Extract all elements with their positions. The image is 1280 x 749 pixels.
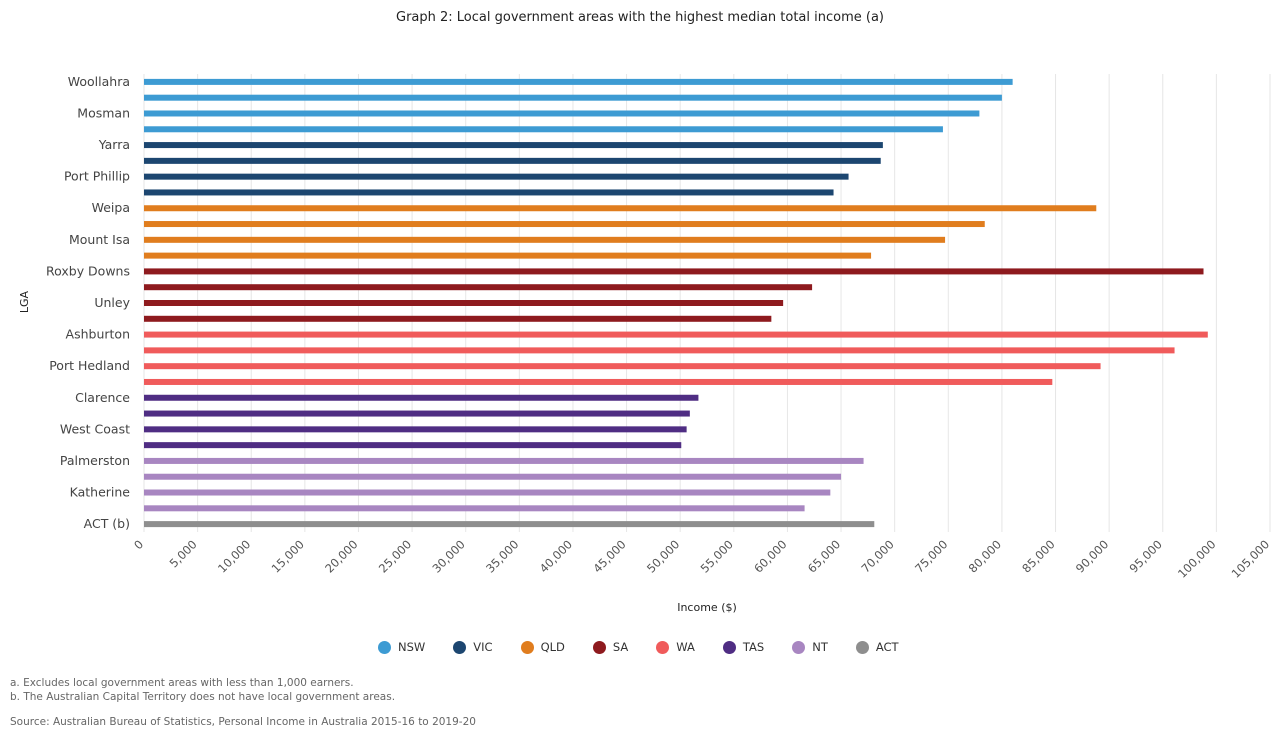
x-tick-label: 25,000 bbox=[376, 537, 414, 575]
x-tick-label: 20,000 bbox=[322, 537, 360, 575]
legend-item-nsw[interactable]: NSW bbox=[378, 640, 425, 654]
legend-label: TAS bbox=[742, 640, 765, 654]
x-tick-label: 75,000 bbox=[912, 537, 950, 575]
y-tick-label: Mosman bbox=[77, 105, 130, 120]
legend-label: SA bbox=[612, 640, 629, 654]
y-tick-label: Weipa bbox=[92, 200, 130, 215]
bar-qld bbox=[144, 221, 985, 228]
x-tick-label: 90,000 bbox=[1073, 537, 1111, 575]
legend-dot-icon bbox=[722, 640, 736, 654]
x-tick-label: 30,000 bbox=[429, 537, 467, 575]
bar-vic bbox=[144, 157, 881, 164]
x-tick-label: 15,000 bbox=[269, 537, 307, 575]
y-tick-label: Mount Isa bbox=[69, 232, 130, 247]
legend-item-qld[interactable]: QLD bbox=[520, 640, 565, 654]
legend-label: NSW bbox=[398, 640, 426, 654]
bar-chart: 0 5,000 10,000 15,000 20,000 25,000 30,000 35,0… bbox=[18, 74, 1273, 614]
bar-sa bbox=[144, 315, 772, 322]
bar-nt bbox=[144, 505, 805, 512]
bar-nt bbox=[144, 489, 831, 496]
x-tick-label: 85,000 bbox=[1019, 537, 1057, 575]
bar-sa bbox=[144, 284, 813, 291]
bar-wa bbox=[144, 331, 1208, 338]
x-tick-label: 10,000 bbox=[215, 537, 253, 575]
x-tick-label: 60,000 bbox=[751, 537, 789, 575]
legend-item-act[interactable]: ACT bbox=[855, 640, 899, 654]
y-tick-label: Woollahra bbox=[68, 74, 130, 89]
legend-item-sa[interactable]: SA bbox=[592, 640, 629, 654]
y-axis-title: LGA bbox=[18, 290, 31, 313]
y-tick-label: Port Hedland bbox=[49, 358, 130, 373]
y-tick-label: Roxby Downs bbox=[46, 263, 130, 278]
legend-item-vic[interactable]: VIC bbox=[453, 640, 493, 654]
bar-vic bbox=[144, 189, 834, 196]
x-tick-label: 40,000 bbox=[537, 537, 575, 575]
y-tick-label: Clarence bbox=[75, 390, 130, 405]
x-tick-label: 5,000 bbox=[167, 537, 200, 570]
bar-qld bbox=[144, 252, 872, 259]
x-tick-label: 80,000 bbox=[966, 537, 1004, 575]
y-tick-label: Port Phillip bbox=[64, 169, 130, 184]
bar-nsw bbox=[144, 78, 1013, 85]
bar-nt bbox=[144, 457, 864, 464]
x-tick-label: 35,000 bbox=[483, 537, 521, 575]
x-tick-label: 50,000 bbox=[644, 537, 682, 575]
bar-qld bbox=[144, 236, 946, 243]
x-tick-label: 105,000 bbox=[1229, 537, 1273, 581]
bar-qld bbox=[144, 205, 1097, 212]
footnote-a: a. Excludes local government areas with … bbox=[10, 677, 354, 689]
legend-item-wa[interactable]: WA bbox=[656, 640, 695, 654]
legend-dot-icon bbox=[792, 640, 806, 654]
legend-dot-icon bbox=[453, 640, 467, 654]
x-tick-label: 0 bbox=[131, 537, 146, 552]
bar-vic bbox=[144, 173, 849, 180]
x-tick-label: 95,000 bbox=[1127, 537, 1165, 575]
y-tick-label: Yarra bbox=[98, 137, 130, 152]
legend-item-tas[interactable]: TAS bbox=[722, 640, 765, 654]
bar-sa bbox=[144, 268, 1204, 275]
bar-nt bbox=[144, 473, 842, 480]
footnotes: a. Excludes local government areas with … bbox=[10, 676, 395, 704]
x-tick-label: 45,000 bbox=[590, 537, 628, 575]
bar-wa bbox=[144, 347, 1175, 354]
source-note: Source: Australian Bureau of Statistics,… bbox=[10, 716, 476, 728]
legend-dot-icon bbox=[520, 640, 534, 654]
chart-title: Graph 2: Local government areas with the… bbox=[396, 10, 884, 25]
y-tick-label: West Coast bbox=[60, 421, 130, 436]
legend-dot-icon bbox=[656, 640, 670, 654]
x-tick-label: 55,000 bbox=[698, 537, 736, 575]
y-tick-label: Palmerston bbox=[60, 453, 130, 468]
bar-tas bbox=[144, 394, 699, 401]
legend-dot-icon bbox=[855, 640, 869, 654]
legend-label: NT bbox=[812, 640, 828, 654]
bar-tas bbox=[144, 426, 687, 433]
x-tick-label: 100,000 bbox=[1175, 537, 1219, 581]
y-tick-label: ACT (b) bbox=[84, 516, 130, 531]
bar-nsw bbox=[144, 110, 980, 117]
legend-label: ACT bbox=[875, 640, 899, 654]
legend-item-nt[interactable]: NT bbox=[792, 640, 828, 654]
y-tick-label: Ashburton bbox=[66, 327, 130, 342]
bar-nsw bbox=[144, 126, 943, 133]
bar-vic bbox=[144, 142, 883, 149]
y-tick-label: Unley bbox=[94, 295, 130, 310]
bar-wa bbox=[144, 363, 1101, 370]
bar-tas bbox=[144, 410, 690, 417]
legend-label: WA bbox=[676, 640, 695, 654]
legend-label: VIC bbox=[473, 640, 493, 654]
bar-nsw bbox=[144, 94, 1002, 101]
x-axis-title: Income ($) bbox=[677, 601, 737, 614]
bar-tas bbox=[144, 442, 682, 449]
x-tick-label: 70,000 bbox=[858, 537, 896, 575]
legend: NSW VIC QLD SA WA TAS NT ACT bbox=[378, 640, 927, 654]
bar-wa bbox=[144, 378, 1053, 385]
legend-dot-icon bbox=[378, 640, 391, 654]
footnote-b: b. The Australian Capital Territory does… bbox=[10, 691, 396, 703]
y-tick-label: Katherine bbox=[70, 485, 131, 500]
bar-sa bbox=[144, 300, 784, 306]
bar-act bbox=[144, 521, 875, 528]
legend-label: QLD bbox=[540, 640, 565, 654]
x-tick-label: 65,000 bbox=[805, 537, 843, 575]
legend-dot-icon bbox=[592, 640, 606, 654]
